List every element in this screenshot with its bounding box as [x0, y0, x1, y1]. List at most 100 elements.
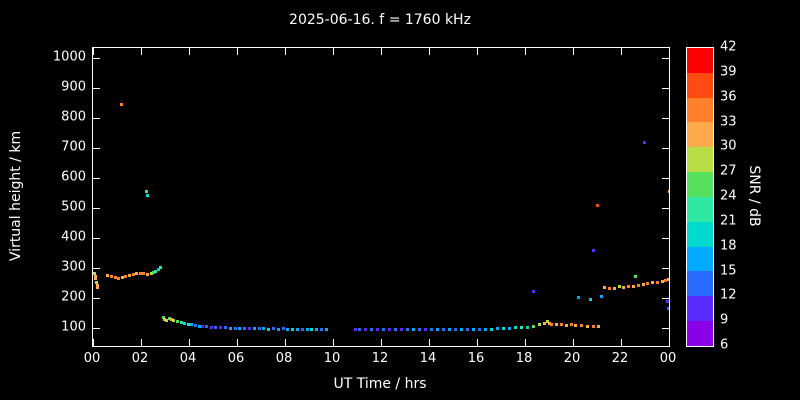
- colorbar-tick-label: 21: [720, 213, 737, 229]
- data-point: [636, 283, 640, 287]
- y-tick-mark: [662, 148, 669, 149]
- colorbar-segment: [687, 246, 713, 272]
- data-point: [146, 273, 149, 276]
- data-point: [665, 300, 669, 303]
- data-point: [233, 327, 237, 330]
- data-point: [300, 327, 304, 331]
- x-tick-mark: [429, 339, 430, 346]
- data-point: [152, 271, 155, 275]
- data-point: [466, 327, 470, 331]
- y-axis-title: Virtual height / km: [8, 130, 24, 262]
- data-point: [646, 282, 650, 285]
- colorbar-tick-label: 18: [720, 238, 737, 254]
- data-point: [94, 281, 98, 285]
- x-tick-mark: [333, 339, 334, 346]
- x-tick-label: 16: [467, 351, 485, 366]
- colorbar-segment: [687, 97, 713, 123]
- x-tick-mark: [621, 339, 622, 346]
- data-point: [248, 327, 251, 330]
- colorbar-tick-label: 36: [720, 89, 737, 105]
- colorbar-title: SNR / dB: [746, 165, 762, 227]
- y-tick-mark: [662, 88, 669, 89]
- data-point: [113, 276, 117, 279]
- y-tick-mark: [93, 88, 100, 89]
- data-point: [430, 328, 434, 332]
- data-point: [667, 306, 669, 310]
- data-point: [142, 272, 146, 276]
- data-point: [412, 327, 416, 331]
- y-tick-label: 200: [61, 289, 86, 305]
- data-point: [656, 280, 659, 284]
- x-tick-label: 06: [227, 351, 245, 366]
- data-point: [281, 327, 285, 331]
- x-tick-mark: [189, 48, 190, 55]
- data-point: [228, 326, 232, 330]
- data-point: [388, 327, 392, 331]
- data-point: [400, 327, 404, 331]
- colorbar-segment: [687, 296, 713, 322]
- data-point: [286, 327, 290, 331]
- data-point: [424, 327, 428, 331]
- y-tick-mark: [93, 238, 100, 239]
- x-tick-mark: [189, 339, 190, 346]
- data-point: [603, 285, 607, 289]
- data-point: [276, 327, 280, 331]
- data-point: [667, 190, 669, 194]
- data-point: [574, 324, 578, 327]
- data-point: [262, 327, 266, 331]
- data-point: [252, 327, 256, 331]
- data-point: [96, 286, 100, 290]
- data-point: [201, 324, 205, 328]
- x-tick-mark: [381, 339, 382, 346]
- y-tick-label: 1000: [52, 49, 86, 65]
- data-point: [588, 297, 592, 301]
- y-tick-mark: [93, 118, 100, 119]
- data-point: [569, 323, 573, 327]
- data-point: [406, 328, 410, 332]
- data-point: [550, 322, 554, 326]
- x-tick-mark: [285, 339, 286, 346]
- data-point: [545, 320, 549, 324]
- data-point: [520, 326, 524, 330]
- data-point: [564, 324, 568, 327]
- colorbar: [686, 47, 714, 347]
- data-point: [531, 290, 535, 294]
- colorbar-tick-label: 39: [720, 64, 737, 80]
- data-point: [146, 193, 150, 197]
- data-point: [324, 327, 328, 331]
- x-tick-label: 14: [419, 351, 437, 366]
- data-point: [612, 287, 616, 291]
- data-point: [238, 327, 242, 330]
- data-point: [124, 274, 128, 278]
- data-point: [95, 284, 99, 288]
- y-tick-mark: [93, 178, 100, 179]
- data-point: [243, 327, 247, 331]
- data-point: [642, 141, 646, 144]
- y-tick-mark: [662, 118, 669, 119]
- x-tick-label: 12: [371, 351, 389, 366]
- colorbar-tick-label: 24: [720, 188, 737, 204]
- data-point: [305, 327, 309, 331]
- data-point: [436, 327, 440, 331]
- data-point: [117, 276, 121, 280]
- data-point: [197, 324, 201, 328]
- data-point: [358, 327, 362, 331]
- x-tick-mark: [381, 48, 382, 55]
- x-tick-mark: [573, 48, 574, 55]
- data-point: [651, 281, 655, 285]
- data-point: [418, 328, 422, 332]
- colorbar-segment: [687, 196, 713, 222]
- data-point: [376, 327, 380, 331]
- x-tick-mark: [573, 339, 574, 346]
- data-point: [660, 279, 664, 283]
- data-point: [93, 272, 97, 276]
- data-point: [138, 271, 142, 275]
- data-point: [364, 327, 368, 331]
- colorbar-segment: [687, 48, 713, 73]
- data-point: [170, 318, 173, 321]
- y-tick-mark: [662, 238, 669, 239]
- data-point: [597, 324, 601, 328]
- colorbar-segment: [687, 122, 713, 148]
- data-point: [664, 278, 668, 282]
- data-point: [165, 318, 169, 322]
